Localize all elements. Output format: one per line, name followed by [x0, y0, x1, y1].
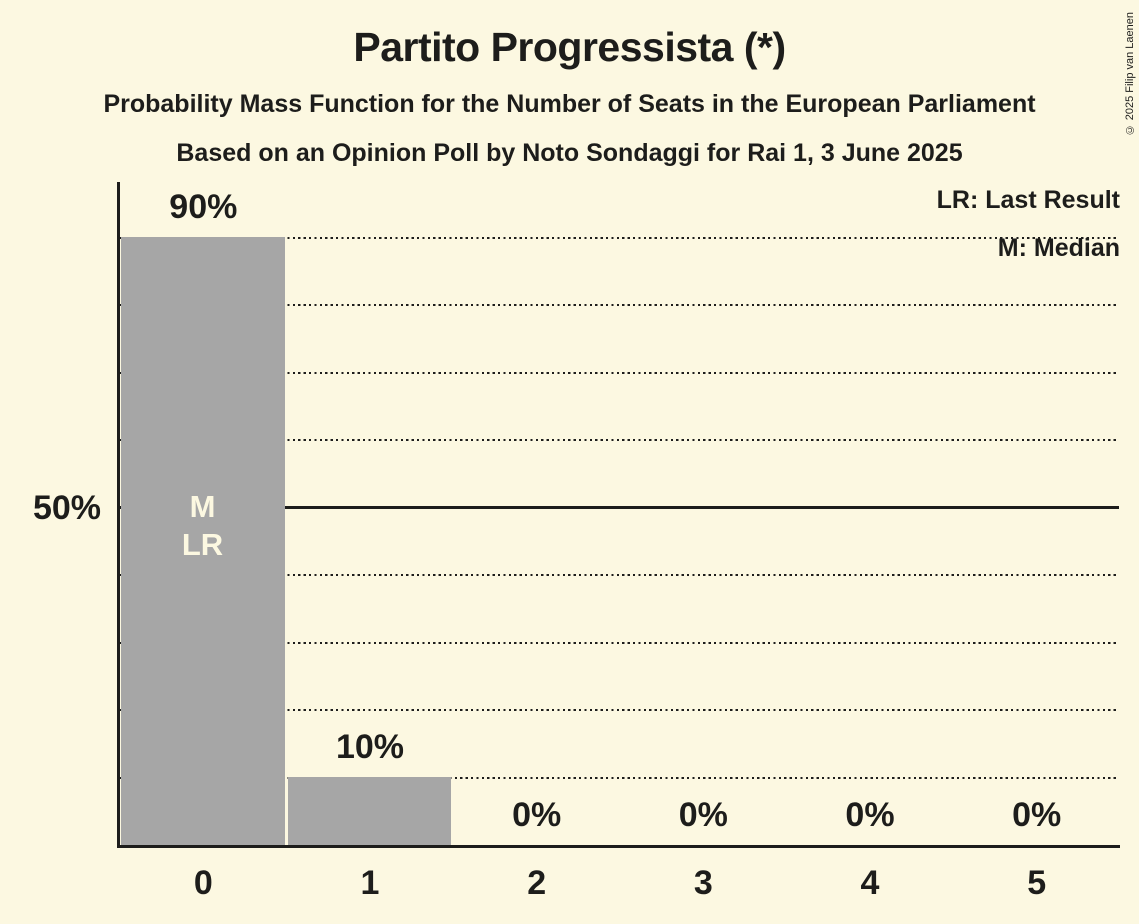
- gridline-60pct: [120, 439, 1119, 441]
- legend-median: M: Median: [997, 234, 1120, 262]
- gridline-90pct: [120, 236, 1119, 239]
- gridline-70pct: [120, 371, 1119, 374]
- bar-value-label-4: 0%: [845, 796, 895, 834]
- x-tick-4: 4: [860, 864, 880, 902]
- gridline-10pct: [120, 776, 1119, 779]
- copyright-notice: © 2025 Filip van Laenen: [1124, 12, 1136, 136]
- gridline-40pct: [120, 574, 1119, 576]
- y-axis-label-50: 50%: [32, 489, 101, 527]
- bar-value-label-3: 0%: [678, 796, 728, 834]
- chart-source-line: Based on an Opinion Poll by Noto Sondagg…: [176, 139, 963, 167]
- gridline-80pct: [120, 304, 1119, 306]
- bar-value-label-1: 10%: [335, 728, 405, 766]
- gridline-20pct: [120, 709, 1119, 711]
- x-tick-3: 3: [693, 864, 713, 902]
- x-tick-1: 1: [360, 864, 380, 902]
- x-tick-5: 5: [1027, 864, 1047, 902]
- bar-value-label-5: 0%: [1012, 796, 1062, 834]
- chart-subtitle: Probability Mass Function for the Number…: [103, 90, 1036, 118]
- y-axis-line: [117, 182, 120, 848]
- x-axis-ticks: 0 1 2 3 4 5: [120, 864, 1120, 908]
- chart-title: Partito Progressista (*): [353, 24, 786, 70]
- median-last-result-annotation: M LR: [121, 488, 284, 564]
- legend-last-result: LR: Last Result: [936, 186, 1120, 214]
- bar-value-label-2: 0%: [512, 796, 562, 834]
- plot-area: M LR 90% 10% 0% 0% 0% 0%: [120, 182, 1120, 845]
- x-tick-0: 0: [193, 864, 213, 902]
- x-axis-line: [117, 845, 1120, 848]
- last-result-marker: LR: [181, 527, 224, 562]
- median-marker: M: [189, 489, 216, 524]
- x-tick-2: 2: [527, 864, 547, 902]
- gridline-50pct: [120, 505, 1119, 509]
- bar-seats-0: [121, 237, 285, 845]
- bar-value-label-0: 90%: [169, 188, 238, 226]
- gridline-30pct: [120, 641, 1119, 644]
- bar-seats-1: [287, 777, 452, 845]
